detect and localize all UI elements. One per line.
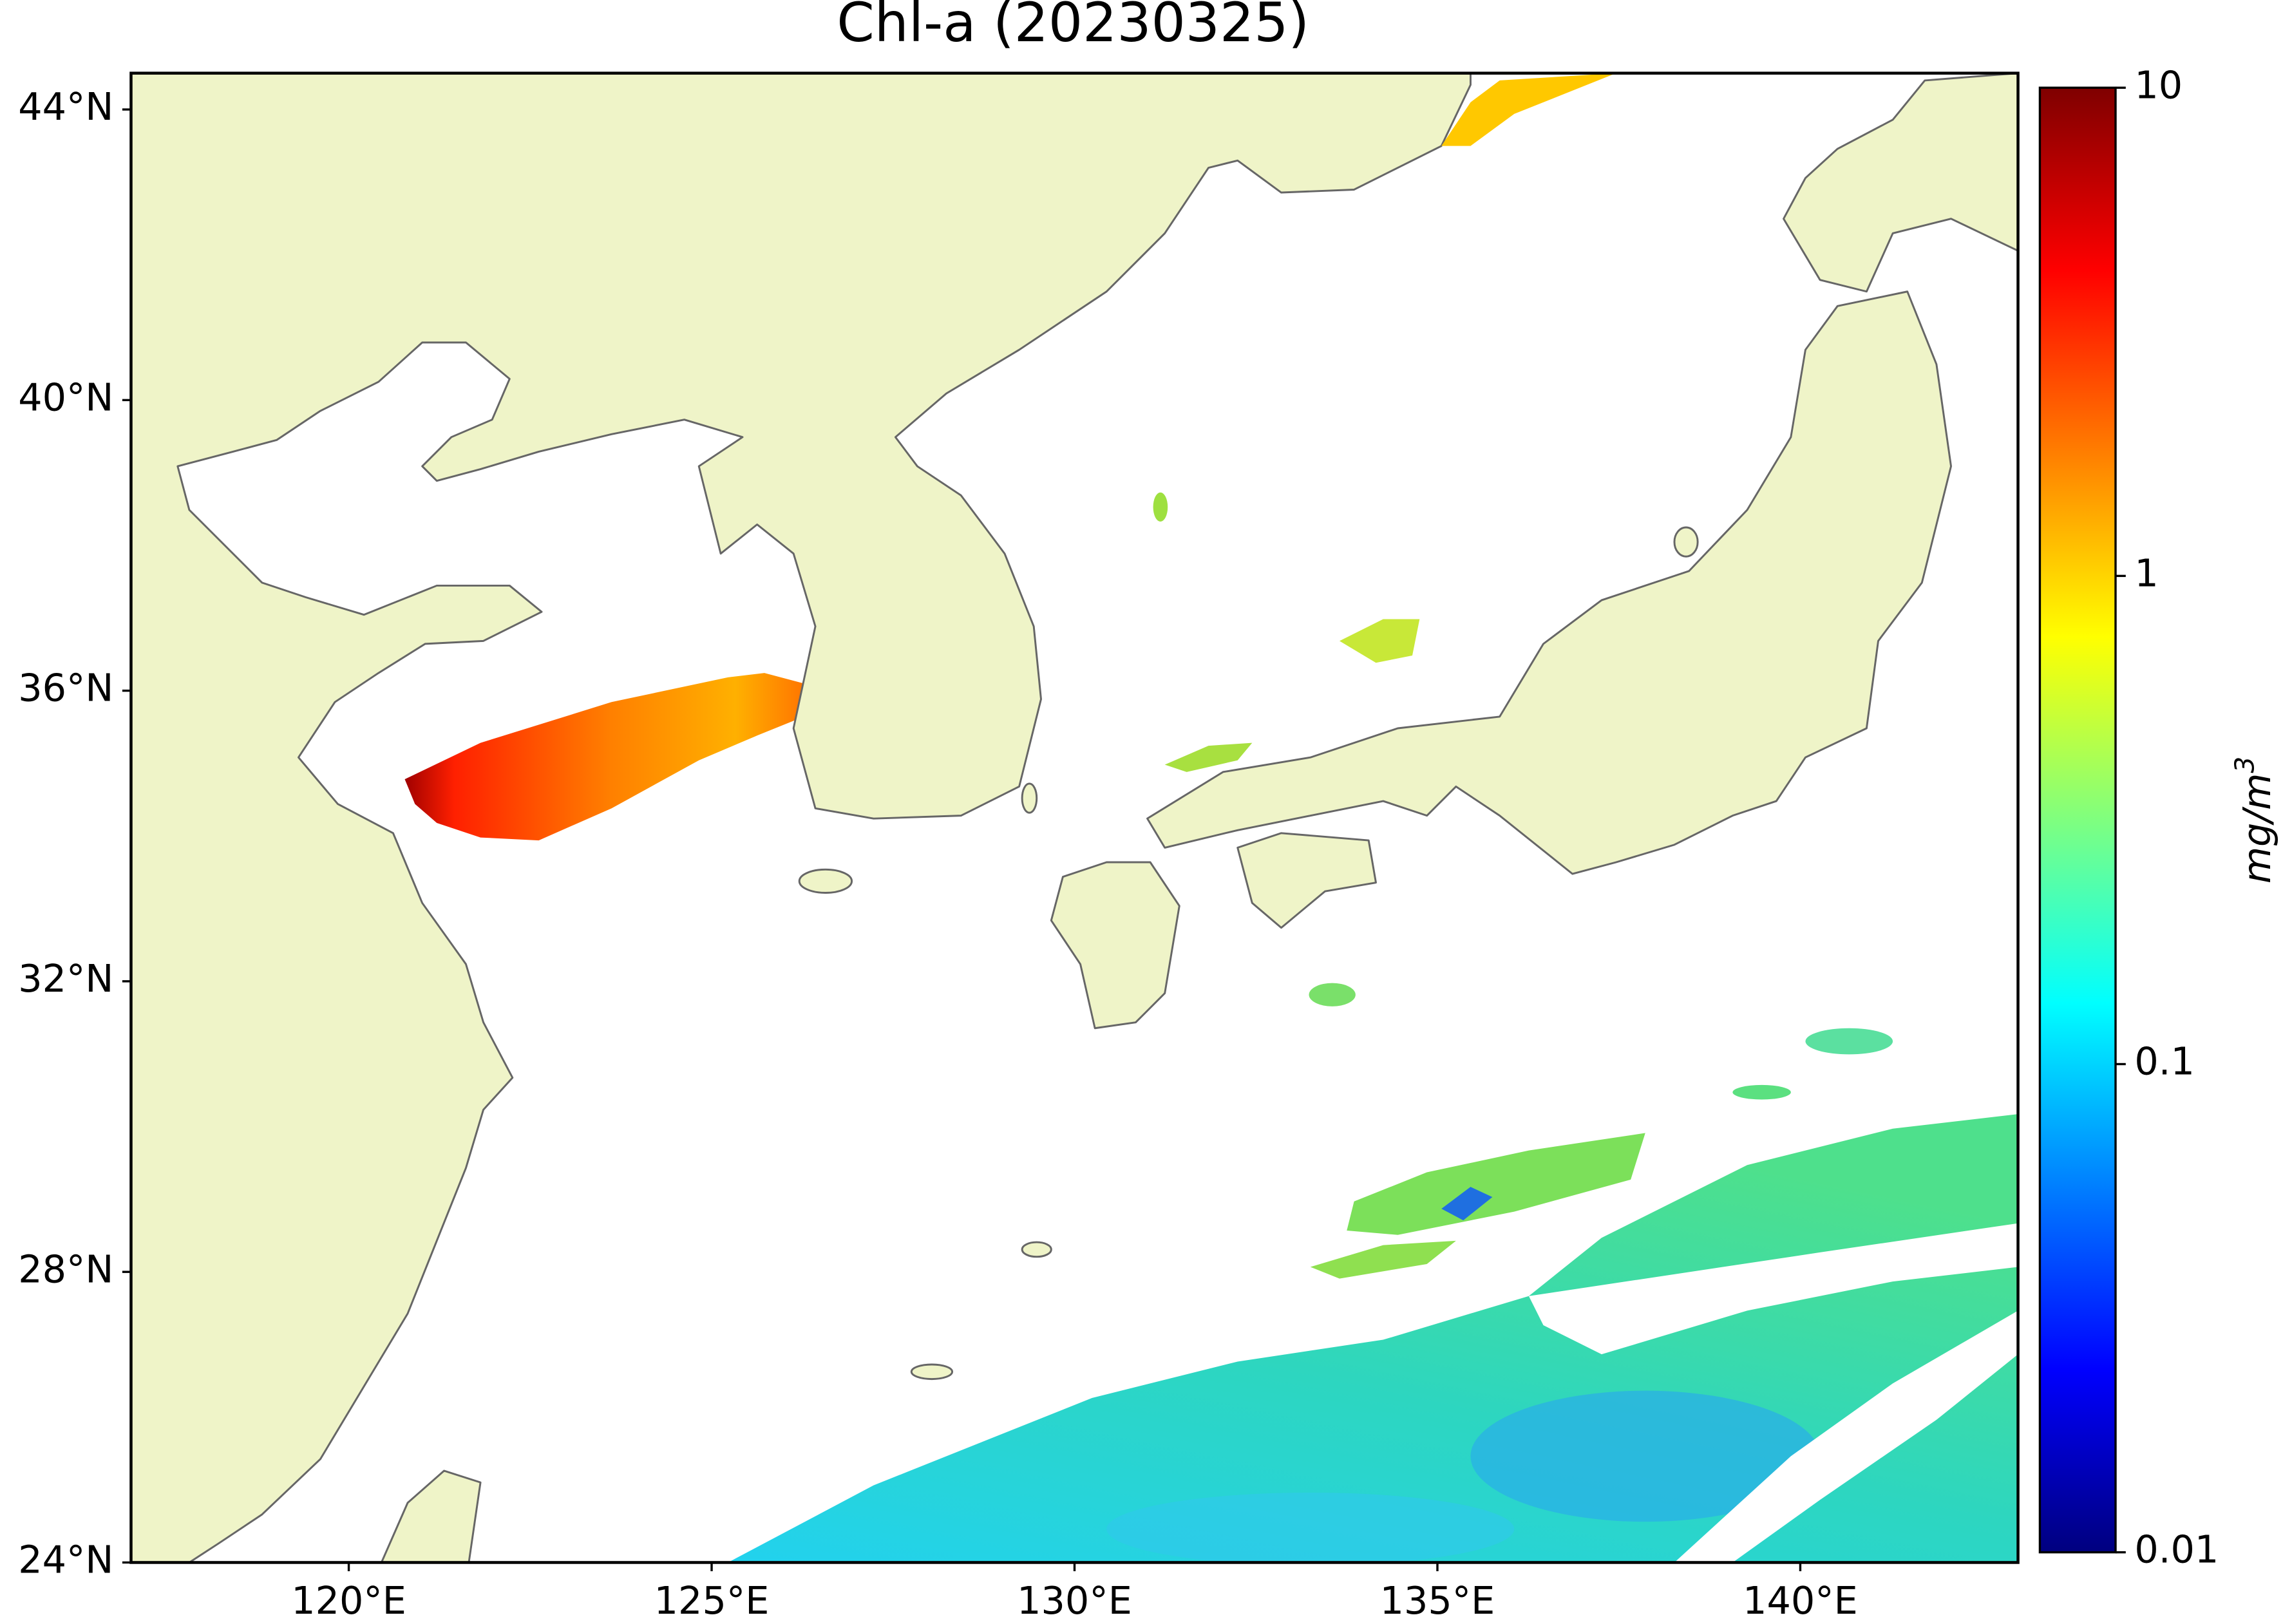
land — [1050, 861, 1180, 1030]
land — [1783, 73, 2018, 293]
y-tick-label: 24°N — [18, 1538, 113, 1582]
x-tick-label: 120°E — [291, 1578, 406, 1623]
y-tick-label: 32°N — [18, 956, 113, 1001]
land — [1673, 526, 1699, 558]
x-tick-label: 130°E — [1017, 1578, 1132, 1623]
land — [1236, 832, 1377, 929]
colorbar — [2038, 86, 2117, 1554]
chl-gap — [1674, 1310, 2018, 1563]
colorbar-tick-label: 0.1 — [2134, 1039, 2194, 1084]
chl-field — [1441, 1187, 1493, 1221]
land — [1146, 290, 1952, 875]
land — [798, 868, 853, 894]
land — [1021, 1241, 1052, 1258]
chl-field — [1309, 983, 1356, 1006]
chl-field — [1153, 492, 1168, 522]
colorbar-label: mg/m3 — [2229, 757, 2278, 883]
chl-field — [1310, 1240, 1456, 1279]
x-tick-label: 140°E — [1743, 1578, 1858, 1623]
chl-field — [1339, 619, 1420, 663]
land — [1021, 782, 1038, 814]
map-title: Chl-a (20230325) — [837, 0, 1309, 54]
land — [380, 1469, 482, 1563]
map-area — [131, 73, 2018, 1563]
y-tick-label: 44°N — [18, 84, 113, 129]
chl-field — [1347, 1133, 1645, 1235]
chl-gap — [1528, 1223, 2018, 1355]
x-tick-label: 135°E — [1380, 1578, 1495, 1623]
land — [131, 73, 1472, 1563]
chl-field — [1805, 1028, 1893, 1055]
colorbar-label-base: mg/m — [2235, 773, 2279, 884]
colorbar-tick-label: 1 — [2134, 551, 2158, 595]
colorbar-label-sup: 3 — [2229, 757, 2260, 773]
chl-field — [1106, 1492, 1515, 1563]
chl-field — [1164, 742, 1253, 772]
colorbar-tick-label: 10 — [2134, 62, 2183, 107]
chl-field — [1732, 1084, 1791, 1100]
land — [910, 1363, 954, 1381]
y-tick-label: 36°N — [18, 666, 113, 710]
x-tick-label: 125°E — [654, 1578, 770, 1623]
y-tick-label: 40°N — [18, 375, 113, 419]
chl-bloom — [404, 673, 819, 841]
y-tick-label: 28°N — [18, 1247, 113, 1291]
chl-field — [1470, 1390, 1821, 1522]
colorbar-tick-label: 0.01 — [2134, 1527, 2219, 1572]
